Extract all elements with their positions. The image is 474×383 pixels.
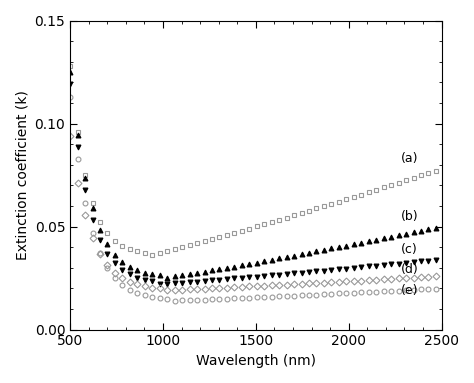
X-axis label: Wavelength (nm): Wavelength (nm) <box>196 354 316 368</box>
Text: (c): (c) <box>401 243 418 256</box>
Y-axis label: Extinction coefficient (k): Extinction coefficient (k) <box>15 90 29 260</box>
Text: (a): (a) <box>401 152 418 165</box>
Text: (b): (b) <box>401 210 418 223</box>
Text: (e): (e) <box>401 284 418 297</box>
Text: (d): (d) <box>401 264 419 276</box>
